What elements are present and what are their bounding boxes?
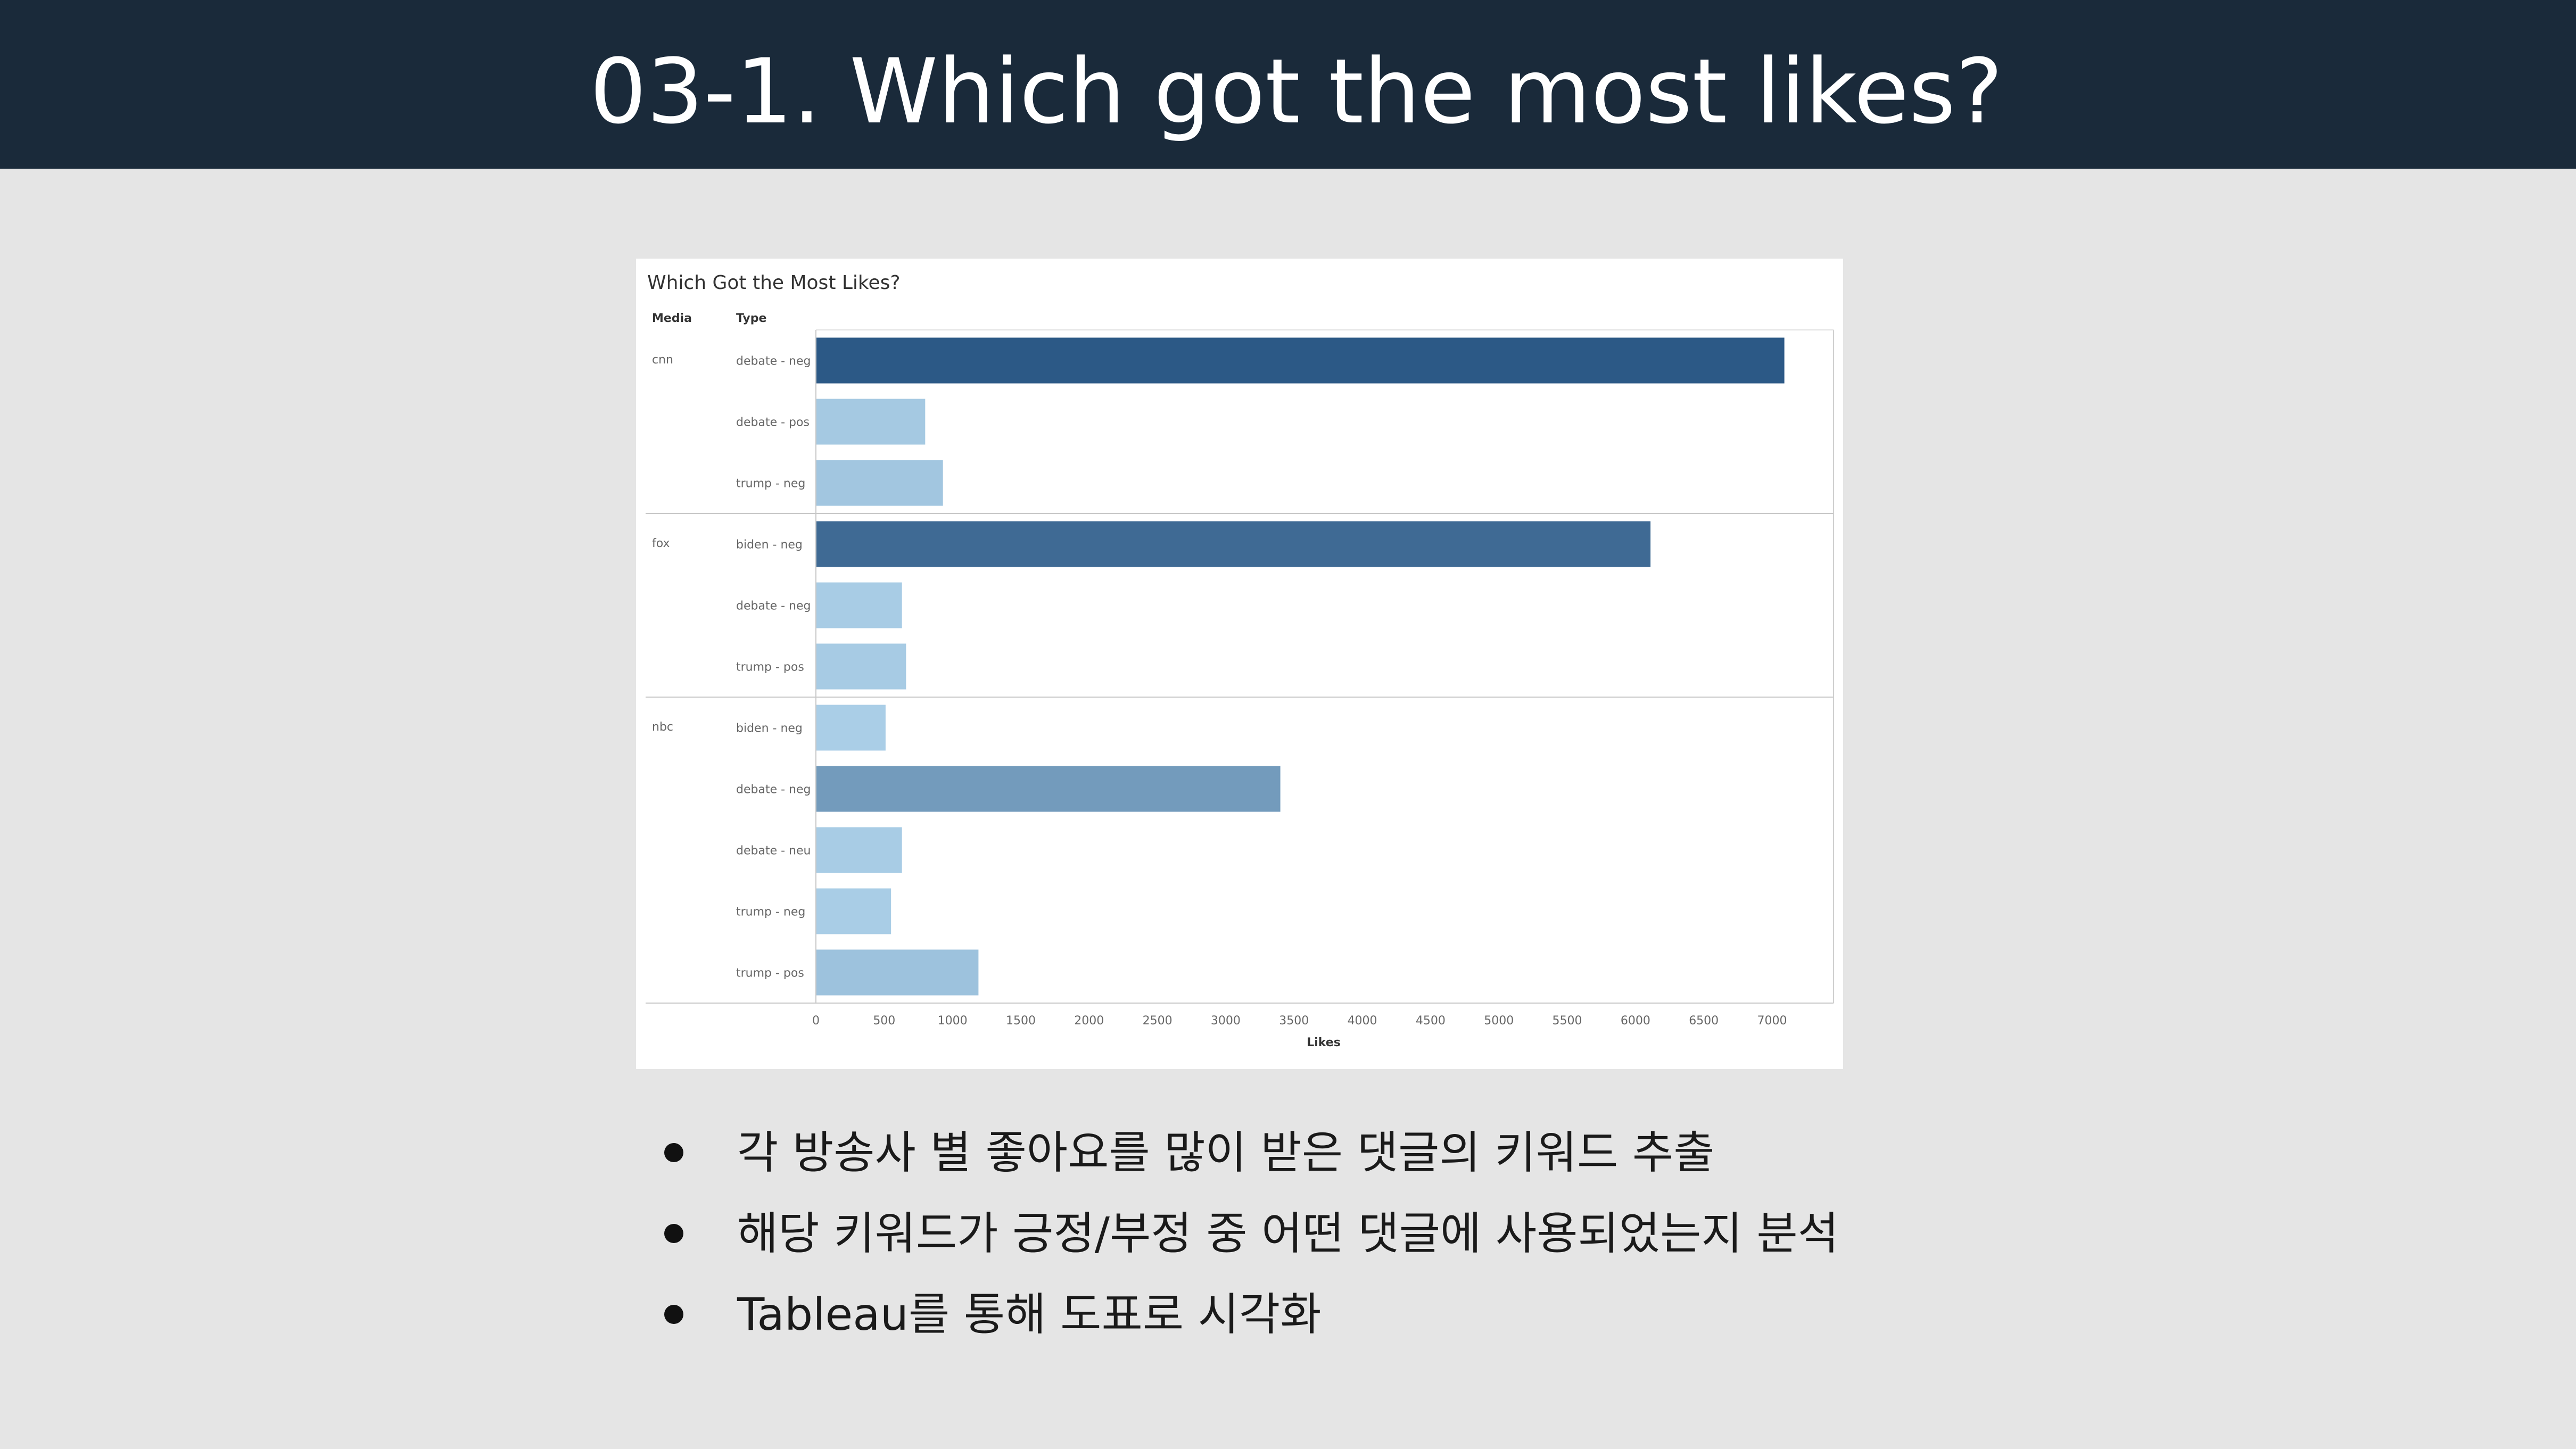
type-label: biden - neg — [736, 722, 803, 735]
chart-title: Which Got the Most Likes? — [647, 272, 901, 294]
x-tick-label: 7000 — [1757, 1014, 1787, 1028]
x-axis-title: Likes — [1307, 1036, 1341, 1049]
bullet-item: 해당 키워드가 긍정/부정 중 어떤 댓글에 사용되었는지 분석 — [655, 1193, 2411, 1274]
bullet-list: 각 방송사 별 좋아요를 많이 받은 댓글의 키워드 추출 해당 키워드가 긍정… — [655, 1112, 2411, 1355]
type-label: trump - pos — [736, 967, 804, 980]
bar-cnn-debate-neg — [816, 337, 1785, 384]
bar-nbc-debate-neu — [816, 827, 902, 873]
x-tick-label: 4500 — [1416, 1014, 1446, 1028]
bullet-item: Tableau를 통해 도표로 시각화 — [655, 1274, 2411, 1355]
type-label: debate - pos — [736, 416, 810, 429]
type-label: trump - neg — [736, 477, 805, 491]
type-label: debate - neg — [736, 783, 811, 797]
x-tick-label: 4000 — [1348, 1014, 1377, 1028]
x-tick-label: 3500 — [1279, 1014, 1309, 1028]
x-tick-label: 0 — [812, 1014, 820, 1028]
bar-fox-trump-pos — [816, 643, 906, 690]
chart-card: Which Got the Most Likes? Media Type Lik… — [636, 259, 1843, 1069]
type-label: debate - neu — [736, 844, 811, 858]
x-tick-label: 2500 — [1143, 1014, 1173, 1028]
bar-fox-biden-neg — [816, 521, 1651, 567]
media-column-header: Media — [652, 312, 692, 325]
bullet-text: 각 방송사 별 좋아요를 많이 받은 댓글의 키워드 추출 — [737, 1127, 1715, 1179]
x-tick-label: 500 — [873, 1014, 895, 1028]
bar-nbc-biden-neg — [816, 705, 886, 751]
type-label: biden - neg — [736, 539, 803, 552]
x-tick-label: 1500 — [1006, 1014, 1036, 1028]
bullet-item: 각 방송사 별 좋아요를 많이 받은 댓글의 키워드 추출 — [655, 1112, 2411, 1193]
bar-cnn-debate-pos — [816, 399, 926, 445]
bullet-dot-icon — [664, 1224, 683, 1243]
type-label: debate - neg — [736, 355, 811, 368]
slide-title: 03-1. Which got the most likes? — [590, 39, 2003, 144]
x-tick-label: 6500 — [1689, 1014, 1719, 1028]
media-label: cnn — [652, 353, 673, 367]
type-label: debate - neg — [736, 600, 811, 613]
x-tick-label: 3000 — [1211, 1014, 1241, 1028]
bullet-dot-icon — [664, 1143, 683, 1162]
bar-nbc-trump-neg — [816, 888, 891, 934]
x-tick-label: 6000 — [1621, 1014, 1650, 1028]
x-tick-label: 1000 — [938, 1014, 968, 1028]
bullet-text: Tableau를 통해 도표로 시각화 — [737, 1288, 1322, 1340]
bar-nbc-debate-neg — [816, 766, 1281, 812]
bullet-text: 해당 키워드가 긍정/부정 중 어떤 댓글에 사용되었는지 분석 — [737, 1207, 1839, 1260]
bar-cnn-trump-neg — [816, 460, 943, 506]
x-tick-label: 2000 — [1074, 1014, 1104, 1028]
bar-nbc-trump-pos — [816, 949, 979, 996]
likes-bar-chart: Which Got the Most Likes? Media Type Lik… — [646, 272, 1834, 1049]
type-label: trump - neg — [736, 906, 805, 919]
media-label: nbc — [652, 721, 673, 734]
bullet-dot-icon — [664, 1305, 683, 1324]
slide-header: 03-1. Which got the most likes? — [0, 0, 2576, 169]
bar-fox-debate-neg — [816, 582, 902, 628]
type-label: trump - pos — [736, 661, 804, 674]
type-column-header: Type — [736, 312, 766, 325]
x-tick-label: 5500 — [1553, 1014, 1582, 1028]
x-tick-label: 5000 — [1484, 1014, 1514, 1028]
media-label: fox — [652, 537, 670, 550]
